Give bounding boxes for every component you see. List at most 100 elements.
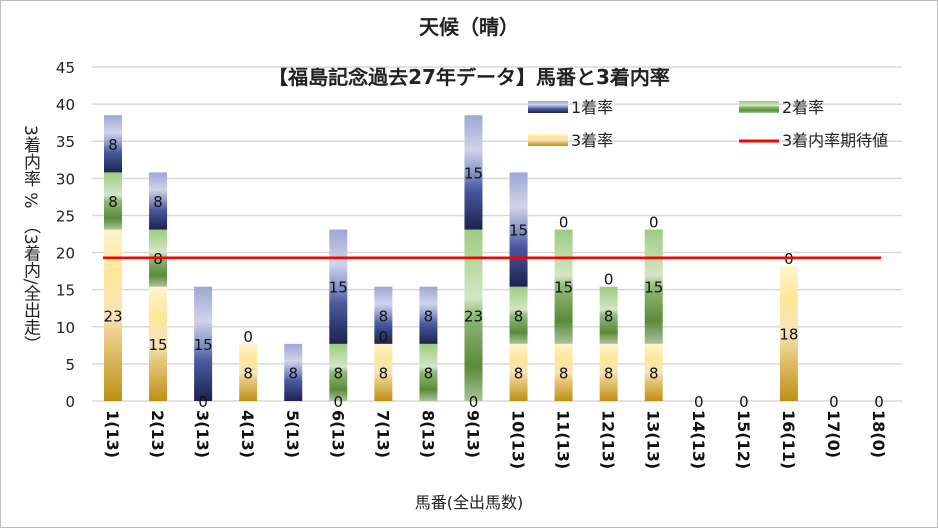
data-label: 8	[559, 364, 569, 382]
x-tick-label: 2(13)	[148, 410, 167, 458]
data-label: 8	[514, 307, 524, 325]
x-tick-label: 5(13)	[283, 410, 302, 458]
y-tick-label: 25	[56, 207, 75, 225]
data-label: 8	[288, 364, 298, 382]
data-label: 15	[509, 222, 528, 240]
y-tick-label: 45	[56, 59, 75, 77]
chart-title: 天候（晴）	[419, 15, 519, 39]
data-label: 0	[739, 393, 749, 411]
x-tick-label: 11(13)	[554, 410, 573, 469]
data-label: 8	[334, 364, 344, 382]
data-label: 0	[874, 393, 884, 411]
data-label: 23	[103, 307, 122, 325]
bar-segment-1	[239, 343, 258, 401]
data-label: 0	[604, 271, 614, 289]
data-label: 15	[194, 336, 213, 354]
x-tick-label: 3(13)	[193, 410, 212, 458]
x-tick-label: 9(13)	[463, 410, 482, 458]
bar-segment-1	[149, 286, 168, 401]
data-label: 8	[108, 193, 118, 211]
bar-segment-1	[104, 229, 122, 401]
bar-segment-3	[194, 286, 213, 401]
y-tick-label: 5	[65, 356, 75, 374]
y-tick-label: 30	[56, 170, 75, 188]
data-label: 18	[779, 325, 798, 343]
data-label: 0	[379, 328, 389, 346]
y-tick-label: 10	[56, 319, 75, 337]
x-tick-label: 1(13)	[103, 410, 122, 458]
data-label: 23	[464, 307, 483, 325]
bar-segment-2	[509, 286, 528, 344]
bar-segment-1	[599, 343, 618, 401]
data-label: 0	[469, 393, 479, 411]
data-label: 0	[649, 214, 659, 232]
bar-segment-1	[509, 343, 528, 401]
bar-segment-3	[374, 286, 393, 344]
bar-segment-1	[644, 343, 663, 401]
data-label: 8	[153, 193, 163, 211]
data-label: 8	[649, 364, 659, 382]
data-label: 8	[379, 364, 389, 382]
data-label: 15	[329, 279, 348, 297]
legend-label-2nd: 2着率	[782, 98, 824, 117]
legend-swatch-1st	[528, 101, 568, 113]
bar-segment-2	[104, 172, 122, 230]
legend-swatch-2nd	[739, 101, 779, 113]
y-tick-label: 0	[65, 393, 75, 411]
data-label: 0	[334, 393, 344, 411]
x-tick-label: 16(11)	[779, 410, 798, 469]
x-tick-label: 15(12)	[734, 410, 753, 469]
x-axis-title: 馬番(全出馬数)	[415, 493, 524, 512]
x-tick-label: 18(0)	[869, 410, 888, 458]
bar-segment-3	[419, 286, 438, 344]
x-tick-label: 17(0)	[824, 410, 843, 458]
bar-segment-3	[104, 115, 122, 173]
data-label: 0	[198, 393, 208, 411]
y-tick-label: 15	[56, 282, 75, 300]
y-tick-label: 40	[56, 96, 75, 114]
data-label: 8	[604, 307, 614, 325]
x-tick-label: 10(13)	[509, 410, 528, 469]
x-tick-label: 13(13)	[644, 410, 663, 469]
data-label: 8	[108, 136, 118, 154]
data-label: 8	[424, 364, 434, 382]
data-label: 15	[149, 336, 168, 354]
bar-segment-3	[284, 343, 303, 401]
data-label: 8	[424, 307, 434, 325]
legend-label-expected: 3着内率期待値	[782, 131, 888, 150]
data-label: 8	[604, 364, 614, 382]
x-tick-label: 4(13)	[238, 410, 257, 458]
data-label: 0	[559, 214, 569, 232]
data-label: 8	[379, 307, 389, 325]
data-label: 15	[644, 279, 663, 297]
bar-segment-1	[779, 265, 798, 401]
bar-segment-2	[329, 343, 348, 401]
legend-swatch-3rd	[528, 134, 568, 146]
chart-subtitle: 【福島記念過去27年データ】馬番と3着内率	[268, 65, 670, 89]
data-label: 0	[694, 393, 704, 411]
x-tick-label: 14(13)	[689, 410, 708, 469]
x-tick-label: 12(13)	[599, 410, 618, 469]
x-tick-label: 6(13)	[328, 410, 347, 458]
x-tick-label: 7(13)	[373, 410, 392, 458]
data-label: 8	[243, 364, 253, 382]
bar-segment-2	[419, 343, 438, 401]
bar-segment-1	[374, 343, 393, 401]
y-axis-title: 3着内率 % （3着内/全出走）	[20, 125, 41, 352]
bar-segment-3	[464, 115, 483, 230]
bar-segment-1	[554, 343, 573, 401]
data-label: 15	[464, 164, 483, 182]
data-label: 0	[243, 328, 253, 346]
data-label: 15	[554, 279, 573, 297]
y-tick-label: 20	[56, 245, 75, 263]
legend-label-3rd: 3着率	[571, 131, 613, 150]
data-label: 0	[829, 393, 839, 411]
bar-segment-2	[464, 229, 483, 401]
y-tick-label: 35	[56, 133, 75, 151]
bar-segment-3	[149, 172, 168, 230]
data-label: 8	[514, 364, 524, 382]
bar-segment-2	[599, 286, 618, 344]
data-label: 8	[153, 250, 163, 268]
legend-label-1st: 1着率	[571, 98, 613, 117]
